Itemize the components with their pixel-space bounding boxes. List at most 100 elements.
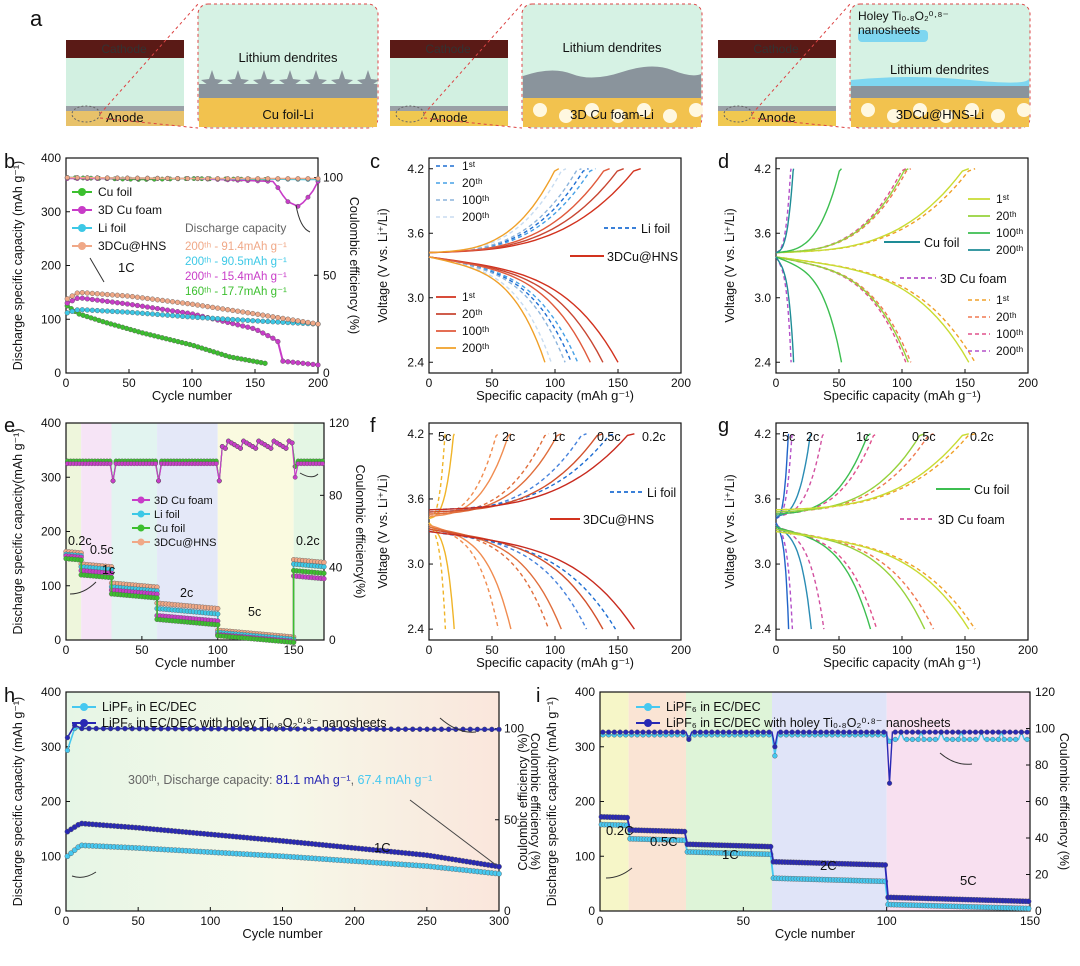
x-tick-label: 300 — [489, 914, 509, 928]
x-tick-label: 50 — [737, 914, 751, 928]
y-tick-label: 300 — [41, 740, 61, 754]
capacity-point — [71, 847, 78, 853]
discharge-curve — [428, 530, 635, 630]
efficiency-point — [388, 726, 394, 732]
capacity-point — [69, 308, 75, 314]
efficiency-point — [674, 729, 681, 735]
zoom-line — [751, 3, 851, 115]
efficiency-point — [737, 729, 744, 735]
x-tick-label: 100 — [892, 376, 912, 390]
efficiency-point — [949, 736, 956, 743]
legend-label: 20ᵗʰ — [462, 176, 483, 190]
efficiency-point — [777, 729, 784, 735]
y-tick-label: 2.4 — [754, 622, 771, 636]
y2-axis-title: Coulombic efficiency(%) — [353, 465, 367, 599]
legend-label: 1ˢᵗ — [462, 290, 476, 304]
capacity-point — [149, 305, 156, 311]
nanosheet-coating — [851, 77, 1030, 86]
panel-letter-g: g — [718, 415, 729, 437]
legend-label: Cu foil — [154, 523, 185, 535]
x-tick-label: 200 — [1018, 643, 1038, 657]
capacity-point — [240, 309, 246, 315]
capacity-point — [255, 318, 261, 324]
efficiency-point — [446, 726, 452, 732]
panel-letter-b: b — [4, 151, 15, 173]
efficiency-point — [115, 175, 120, 181]
capacity-point — [245, 324, 251, 330]
efficiency-point — [295, 726, 301, 732]
efficiency-point — [714, 729, 721, 735]
capacity-point — [180, 313, 186, 319]
efficiency-point — [395, 726, 401, 732]
charge-curve — [428, 168, 567, 254]
efficiency-point — [1013, 736, 1019, 743]
annotation-part: , — [351, 773, 358, 787]
efficiency-point — [881, 729, 887, 735]
capacity-point — [64, 300, 70, 306]
dendrite-wave — [523, 66, 701, 86]
y-axis-title: Voltage (V vs. Li⁺/Li) — [723, 474, 737, 588]
annotation-title: Discharge capacity — [185, 221, 286, 235]
axes-frame — [428, 422, 682, 641]
charge-curve — [775, 168, 792, 254]
efficiency-point — [285, 199, 291, 205]
axes-frame — [775, 422, 1029, 641]
efficiency-point — [949, 729, 956, 735]
efficiency-point — [640, 729, 646, 735]
capacity-point — [315, 321, 321, 327]
capacity-point — [64, 310, 70, 316]
capacity-point — [250, 310, 256, 317]
rate-label: 5c — [248, 605, 261, 619]
x-tick-label: 250 — [417, 914, 437, 928]
capacity-point — [215, 305, 221, 311]
capacity-point — [270, 314, 276, 320]
capacity-point — [74, 295, 80, 301]
capacity-point — [129, 293, 136, 300]
x-tick-label: 100 — [208, 643, 228, 657]
capacity-point — [200, 315, 206, 321]
efficiency-point — [482, 726, 488, 732]
y-tick-label: 400 — [41, 416, 61, 430]
rate-label: 5c — [782, 430, 795, 444]
efficiency-point — [275, 176, 281, 181]
capacity-point — [321, 576, 327, 582]
y-tick-label: 400 — [41, 151, 61, 165]
foam-pore — [861, 103, 875, 117]
capacity-point — [144, 295, 151, 302]
efficiency-point — [1013, 729, 1019, 735]
capacity-point — [285, 359, 291, 365]
x-tick-label: 0 — [773, 643, 780, 657]
efficiency-point — [921, 736, 927, 743]
capacity-point — [109, 308, 115, 314]
series-label: 3DCu@HNS — [583, 513, 654, 527]
efficiency-point — [489, 726, 495, 732]
substrate-layer — [199, 96, 377, 127]
foam-pore — [939, 109, 953, 123]
charge-curve — [428, 433, 499, 517]
efficiency-point — [628, 729, 635, 735]
efficiency-point — [846, 729, 853, 735]
rate-label: 1C — [722, 847, 739, 862]
y-tick-label: 4.2 — [754, 427, 771, 441]
capacity-point — [321, 564, 327, 570]
capacity-point — [99, 308, 105, 314]
efficiency-point — [927, 729, 933, 735]
capacity-point — [210, 315, 216, 321]
efficiency-point — [697, 729, 703, 735]
capacity-point — [767, 843, 774, 850]
capacity-point — [255, 311, 261, 317]
charge-curve — [775, 433, 794, 520]
dendrite-star — [305, 70, 327, 92]
capacity-point — [74, 307, 80, 313]
efficiency-point — [74, 175, 80, 181]
legend-label: LiPF₆ in EC/DEC — [666, 700, 761, 714]
efficiency-point — [726, 729, 732, 735]
efficiency-point — [1007, 736, 1013, 743]
discharge-curve — [775, 522, 790, 630]
efficiency-point — [909, 736, 916, 743]
efficiency-point — [100, 725, 107, 732]
x-tick-label: 0 — [597, 914, 604, 928]
legend-label: LiPF₆ in EC/DEC with holey Ti₀.₈O₂⁰·⁸⁻ n… — [666, 716, 950, 730]
efficiency-point — [909, 729, 916, 735]
charge-curve — [428, 433, 455, 520]
